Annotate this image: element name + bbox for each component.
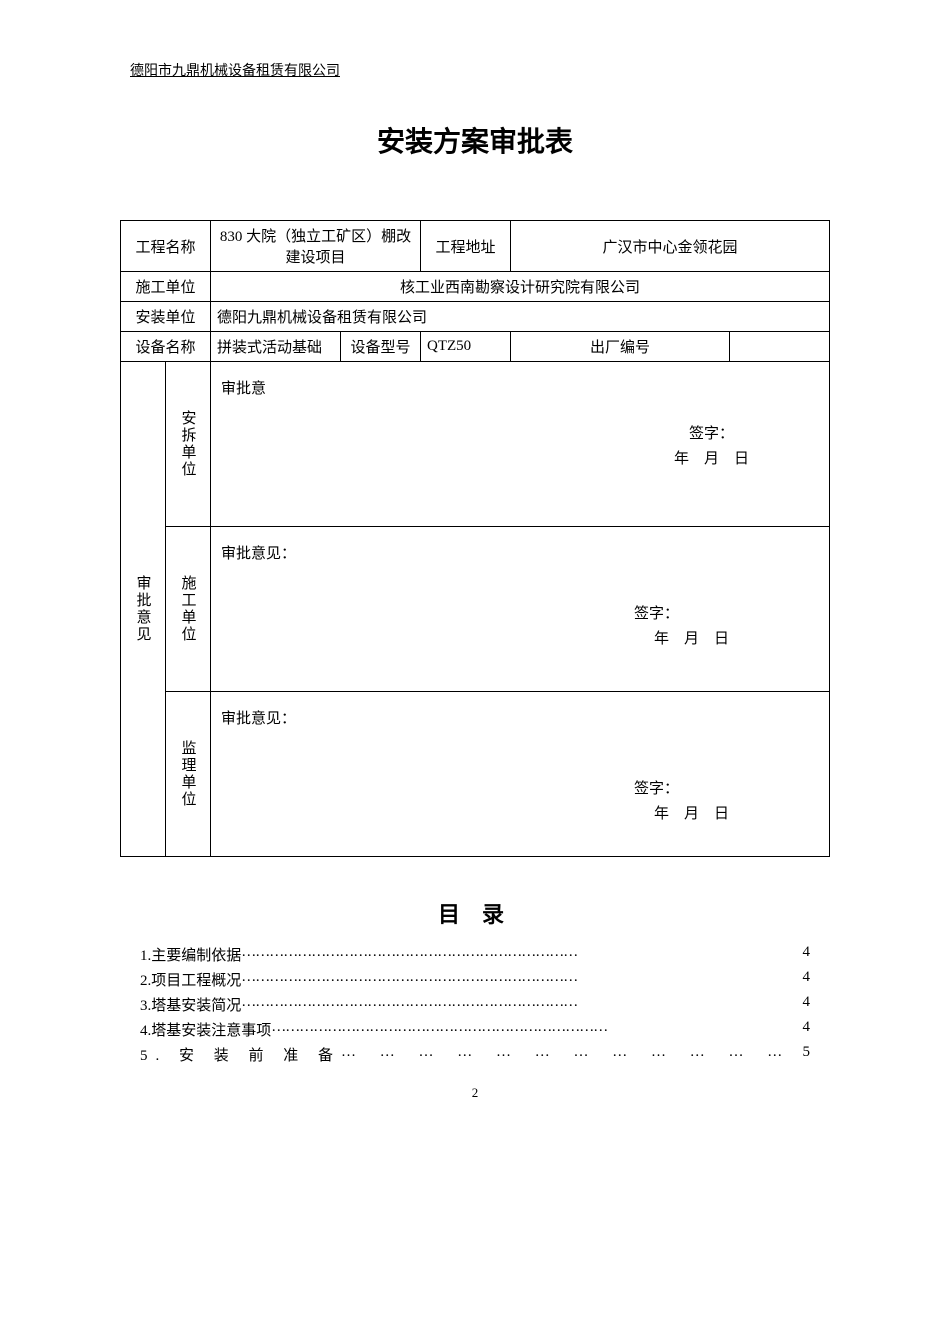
toc-dots: ……………………………………………………………… xyxy=(271,1019,800,1040)
toc-title: 目 录 xyxy=(120,897,830,929)
table-row: 工程名称 830 大院（独立工矿区）棚改建设项目 工程地址 广汉市中心金领花园 xyxy=(121,221,830,272)
opinion-dismantle: 审批意 签字： 年 月 日 xyxy=(211,362,830,527)
signature-label: 签字： xyxy=(634,777,729,798)
table-row: 安装单位 德阳九鼎机械设备租赁有限公司 xyxy=(121,302,830,332)
toc-page: 4 xyxy=(801,944,811,965)
toc-page: 4 xyxy=(801,994,811,1015)
toc-list: 1.主要编制依据………………………………………………………………42.项目工程概… xyxy=(120,944,830,1065)
toc-text: 1.主要编制依据 xyxy=(140,944,241,965)
toc-item: 4.塔基安装注意事项 ………………………………………………………………4 xyxy=(140,1019,810,1040)
document-title: 安装方案审批表 xyxy=(120,120,830,160)
value-construction-unit: 核工业西南勘察设计研究院有限公司 xyxy=(211,272,830,302)
label-installation-unit: 安装单位 xyxy=(121,302,211,332)
table-row: 设备名称 拼装式活动基础 设备型号 QTZ50 出厂编号 xyxy=(121,332,830,362)
toc-text: 3.塔基安装简况 xyxy=(140,994,241,1015)
label-construction-unit-v: 施工单位 xyxy=(166,527,211,692)
label-equipment-name: 设备名称 xyxy=(121,332,211,362)
table-row: 施工单位 审批意见： 签字： 年 月 日 xyxy=(121,527,830,692)
toc-text: 5. 安 装 前 准 备 xyxy=(140,1044,341,1065)
opinion-supervision: 审批意见： 签字： 年 月 日 xyxy=(211,692,830,857)
value-factory-number xyxy=(730,332,830,362)
signature-block: 签字： 年 月 日 xyxy=(634,777,729,823)
table-row: 施工单位 核工业西南勘察设计研究院有限公司 xyxy=(121,272,830,302)
table-row: 监理单位 审批意见： 签字： 年 月 日 xyxy=(121,692,830,857)
label-approval-opinion: 审批意见 xyxy=(121,362,166,857)
date-label: 年 月 日 xyxy=(674,447,749,468)
date-label: 年 月 日 xyxy=(654,627,729,648)
label-equipment-model: 设备型号 xyxy=(341,332,421,362)
value-project-name: 830 大院（独立工矿区）棚改建设项目 xyxy=(211,221,421,272)
toc-item: 5. 安 装 前 准 备 … … … … … … … … … … … … … …… xyxy=(140,1044,810,1065)
toc-page: 4 xyxy=(801,969,811,990)
table-row: 审批意见 安拆单位 审批意 签字： 年 月 日 xyxy=(121,362,830,527)
toc-text: 2.项目工程概况 xyxy=(140,969,241,990)
value-installation-unit: 德阳九鼎机械设备租赁有限公司 xyxy=(211,302,830,332)
value-equipment-model: QTZ50 xyxy=(421,332,511,362)
opinion-label: 审批意 xyxy=(221,377,819,398)
toc-dots: … … … … … … … … … … … … … … … xyxy=(341,1044,800,1065)
label-project-name: 工程名称 xyxy=(121,221,211,272)
opinion-construction: 审批意见： 签字： 年 月 日 xyxy=(211,527,830,692)
approval-table: 工程名称 830 大院（独立工矿区）棚改建设项目 工程地址 广汉市中心金领花园 … xyxy=(120,220,830,857)
page-number: 2 xyxy=(120,1085,830,1101)
signature-block: 签字： 年 月 日 xyxy=(674,422,749,468)
toc-item: 2.项目工程概况………………………………………………………………4 xyxy=(140,969,810,990)
opinion-label: 审批意见： xyxy=(221,542,819,563)
signature-label: 签字： xyxy=(674,422,749,443)
label-construction-unit: 施工单位 xyxy=(121,272,211,302)
toc-dots: ……………………………………………………………… xyxy=(241,994,800,1015)
label-dismantle-unit: 安拆单位 xyxy=(166,362,211,527)
toc-dots: ……………………………………………………………… xyxy=(241,944,800,965)
date-label: 年 月 日 xyxy=(654,802,729,823)
value-project-address: 广汉市中心金领花园 xyxy=(511,221,830,272)
label-supervision-unit: 监理单位 xyxy=(166,692,211,857)
value-equipment-name: 拼装式活动基础 xyxy=(211,332,341,362)
label-project-address: 工程地址 xyxy=(421,221,511,272)
page-header: 德阳市九鼎机械设备租赁有限公司 xyxy=(130,60,830,80)
opinion-label: 审批意见： xyxy=(221,707,819,728)
toc-dots: ……………………………………………………………… xyxy=(241,969,800,990)
signature-label: 签字： xyxy=(634,602,729,623)
toc-page: 5 xyxy=(801,1044,811,1065)
toc-item: 3.塔基安装简况………………………………………………………………4 xyxy=(140,994,810,1015)
toc-item: 1.主要编制依据………………………………………………………………4 xyxy=(140,944,810,965)
signature-block: 签字： 年 月 日 xyxy=(634,602,729,648)
toc-text: 4.塔基安装注意事项 xyxy=(140,1019,271,1040)
toc-page: 4 xyxy=(801,1019,811,1040)
label-factory-number: 出厂编号 xyxy=(511,332,730,362)
